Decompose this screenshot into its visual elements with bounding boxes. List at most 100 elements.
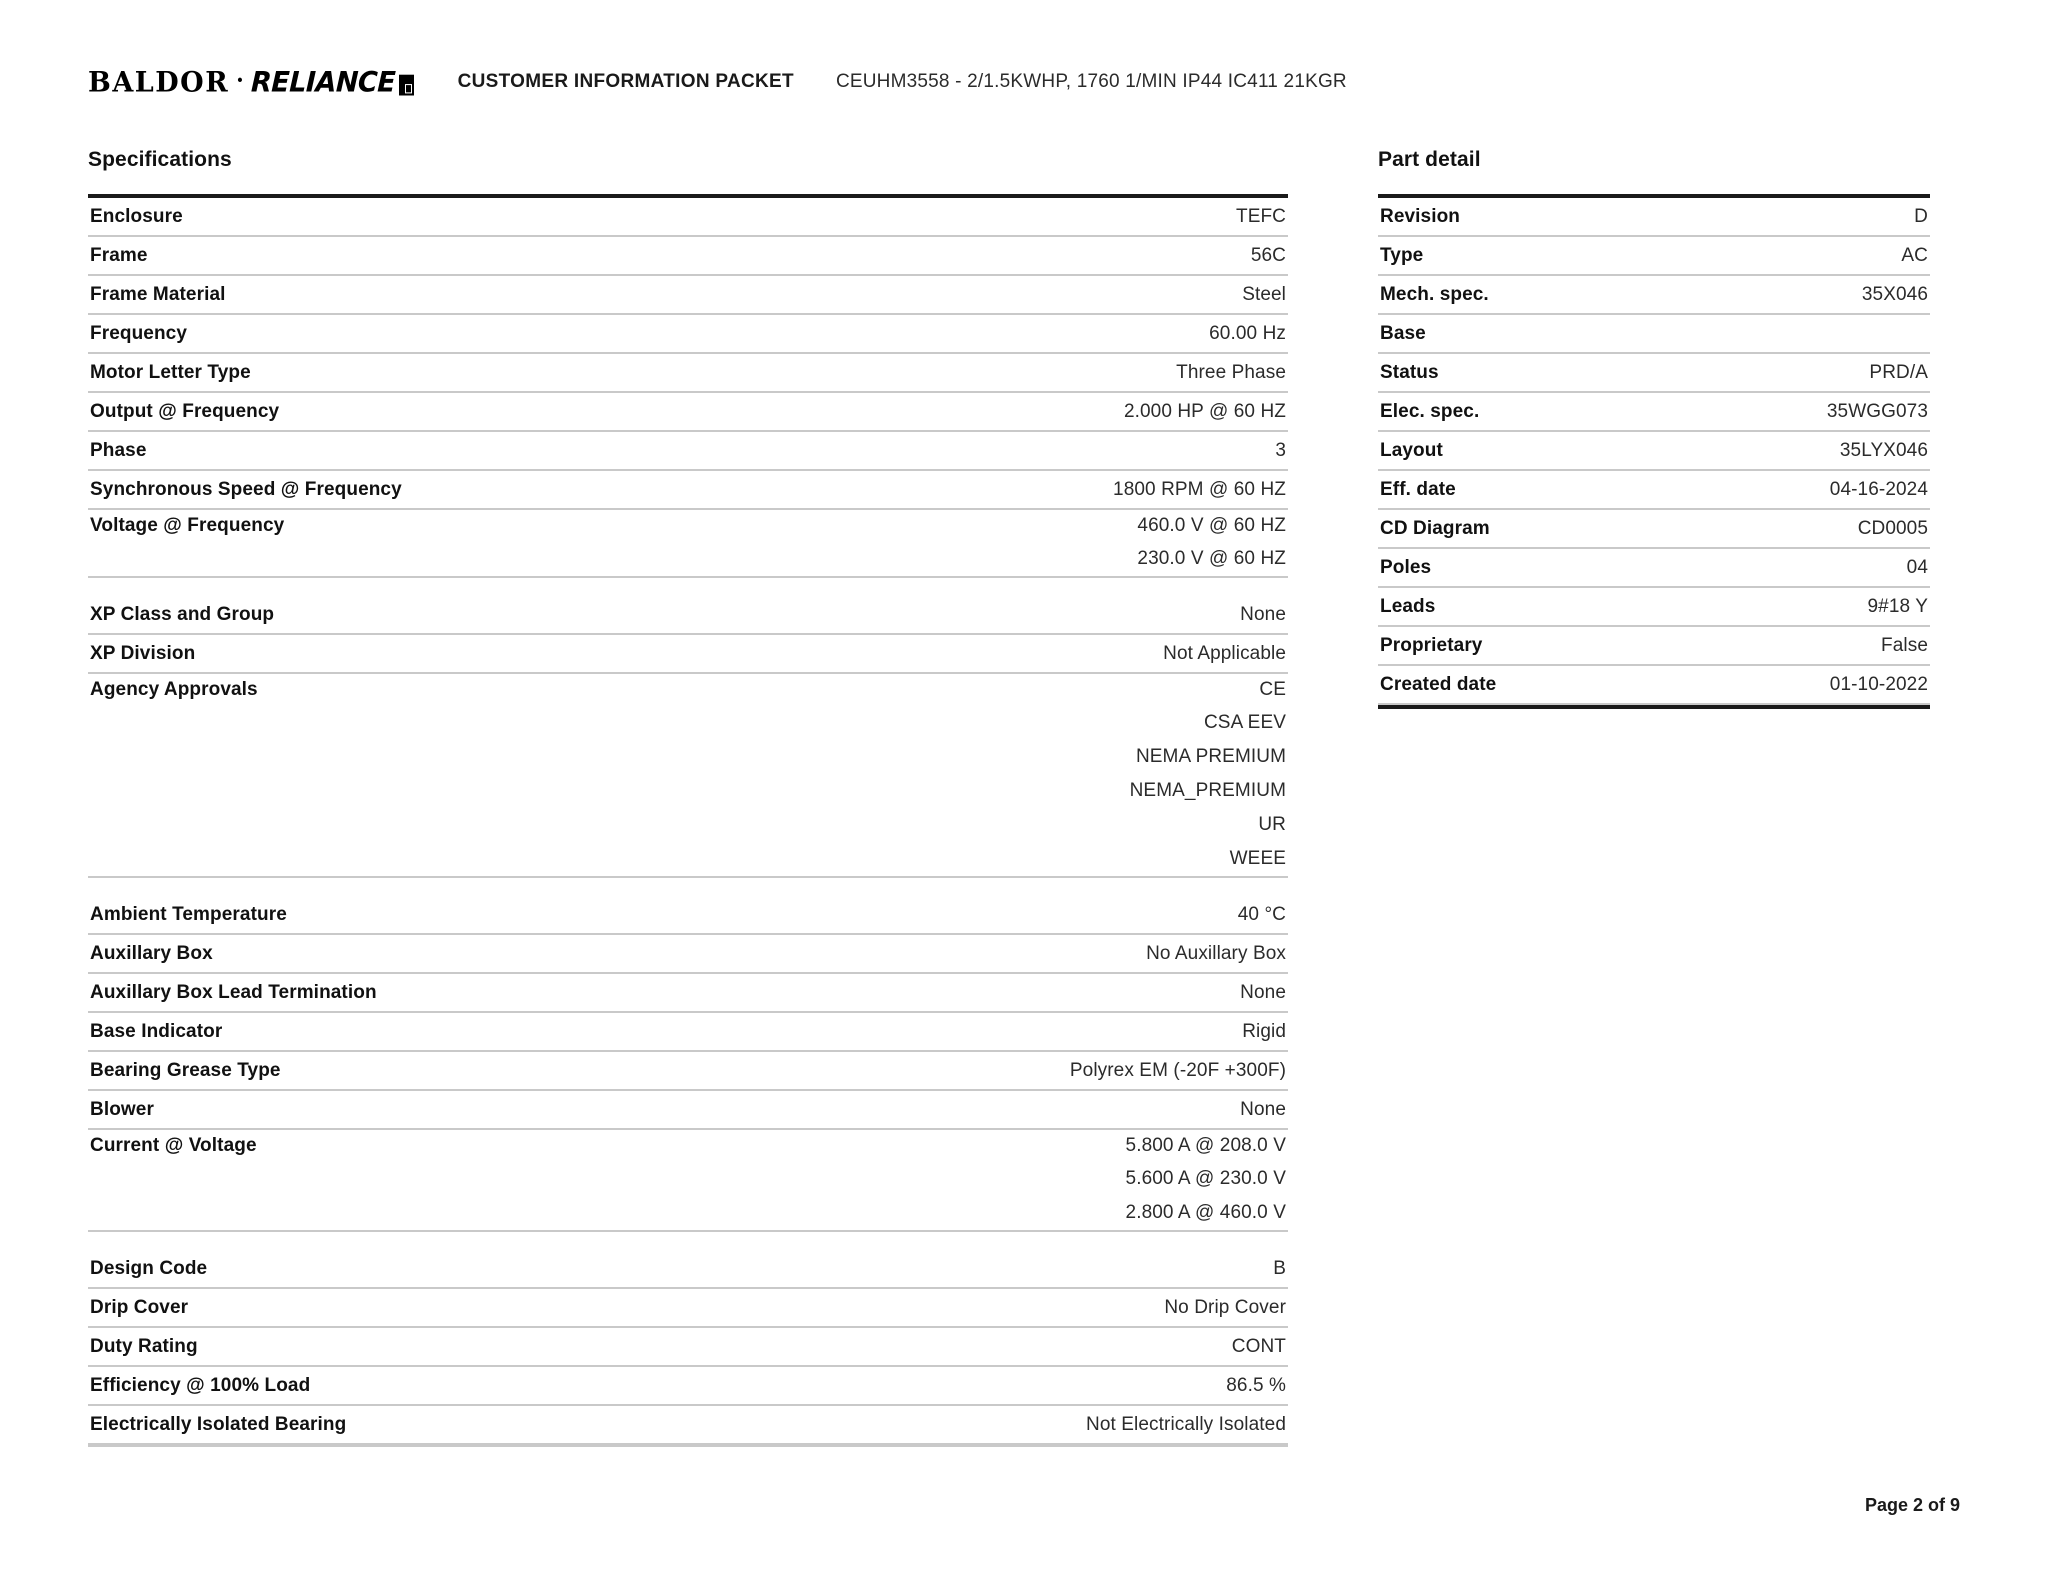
table-row: Voltage @ Frequency 460.0 V @ 60 HZ — [88, 510, 1288, 542]
row-label: Design Code — [90, 1258, 208, 1279]
row-value: 04-16-2024 — [1829, 479, 1928, 500]
page-number: Page 2 of 9 — [1864, 1495, 1960, 1515]
row-value: CONT — [1231, 1336, 1286, 1357]
table-row: Auxillary Box Lead Termination None — [88, 974, 1288, 1013]
row-value: 35X046 — [1861, 284, 1928, 305]
model-string: CEUHM3558 - 2/1.5KWHP, 1760 1/MIN IP44 I… — [835, 71, 1347, 92]
row-label: Leads — [1380, 596, 1436, 617]
table-row: XP Division Not Applicable — [88, 635, 1288, 674]
row-label: Type — [1380, 245, 1424, 266]
table-end-rule — [1378, 705, 1930, 709]
row-value: None — [1240, 982, 1286, 1003]
row-label: Base — [1380, 323, 1426, 344]
logo-baldor-text: BALDOR — [88, 65, 230, 99]
row-value: Rigid — [1242, 1021, 1286, 1042]
row-value: D — [1914, 206, 1928, 227]
row-label: XP Class and Group — [90, 604, 275, 625]
row-value: Not Applicable — [1163, 643, 1286, 664]
table-row: Electrically Isolated Bearing Not Electri… — [88, 1406, 1288, 1445]
row-value: 60.00 Hz — [1209, 323, 1286, 344]
row-label: Bearing Grease Type — [90, 1060, 281, 1081]
logo-separator-dot: · — [236, 66, 245, 94]
row-value: Polyrex EM (-20F +300F) — [1069, 1060, 1286, 1081]
row-label: Frequency — [90, 323, 187, 344]
row-value: 40 °C — [1237, 904, 1286, 925]
row-label: Agency Approvals — [90, 679, 258, 700]
part-detail-table: Revision D Type AC Mech. spec. 35X046 Base Stat… — [1378, 194, 1930, 709]
row-label: Proprietary — [1380, 635, 1483, 656]
table-row: Poles 04 — [1378, 549, 1930, 588]
table-row: CSA EEV — [88, 706, 1288, 740]
row-label: Auxillary Box — [90, 943, 213, 964]
table-row: Leads 9#18 Y — [1378, 588, 1930, 627]
row-label: Electrically Isolated Bearing — [90, 1414, 347, 1435]
table-row: Phase 3 — [88, 432, 1288, 471]
row-label: Frame — [90, 245, 148, 266]
table-row: Motor Letter Type Three Phase — [88, 354, 1288, 393]
row-label: Frame Material — [90, 284, 226, 305]
row-value: 86.5 % — [1226, 1375, 1286, 1396]
row-value: 01-10-2022 — [1829, 674, 1928, 695]
table-row: Created date 01-10-2022 — [1378, 666, 1930, 705]
table-row: Frame Material Steel — [88, 276, 1288, 315]
logo-reliance-text: RELIANCE — [250, 65, 397, 99]
row-value: 35WGG073 — [1826, 401, 1928, 422]
table-row: Frame 56C — [88, 237, 1288, 276]
table-row: Enclosure TEFC — [88, 198, 1288, 237]
row-value: 230.0 V @ 60 HZ — [1137, 548, 1286, 569]
row-label: Enclosure — [90, 206, 183, 227]
row-value: CD0005 — [1857, 518, 1928, 539]
table-row: NEMA_PREMIUM — [88, 774, 1288, 808]
row-value: B — [1273, 1258, 1286, 1279]
row-value: TEFC — [1235, 206, 1286, 227]
row-label: Voltage @ Frequency — [90, 515, 285, 536]
table-row: Duty Rating CONT — [88, 1328, 1288, 1367]
row-group-gap — [88, 1232, 1288, 1250]
row-label: Status — [1380, 362, 1439, 383]
table-row: 2.800 A @ 460.0 V — [88, 1196, 1288, 1232]
row-value: CSA EEV — [1203, 712, 1286, 733]
row-label: Created date — [1380, 674, 1497, 695]
row-value: 1800 RPM @ 60 HZ — [1113, 479, 1286, 500]
row-label: CD Diagram — [1380, 518, 1490, 539]
row-value: 56C — [1250, 245, 1286, 266]
row-label: Efficiency @ 100% Load — [90, 1375, 311, 1396]
row-value: AC — [1901, 245, 1928, 266]
row-label: Duty Rating — [90, 1336, 198, 1357]
row-label: Auxillary Box Lead Termination — [90, 982, 377, 1003]
row-label: Layout — [1380, 440, 1443, 461]
row-value: 35LYX046 — [1839, 440, 1928, 461]
row-value: None — [1240, 1099, 1286, 1120]
table-row: Proprietary False — [1378, 627, 1930, 666]
row-value: 2.000 HP @ 60 HZ — [1123, 401, 1286, 422]
row-value: 5.600 A @ 230.0 V — [1125, 1168, 1286, 1189]
table-row: Status PRD/A — [1378, 354, 1930, 393]
table-row: Synchronous Speed @ Frequency 1800 RPM @ … — [88, 471, 1288, 510]
row-value: NEMA PREMIUM — [1135, 746, 1286, 767]
row-value: PRD/A — [1869, 362, 1928, 383]
part-detail-column: Part detail Revision D Type AC Mech. spec. 35… — [1378, 148, 1930, 709]
row-value: 5.800 A @ 208.0 V — [1125, 1135, 1286, 1156]
row-label: Synchronous Speed @ Frequency — [90, 479, 402, 500]
specifications-column: Specifications Enclosure TEFC Frame 56C Fram… — [88, 148, 1288, 1447]
row-value: Steel — [1242, 284, 1286, 305]
table-row: Drip Cover No Drip Cover — [88, 1289, 1288, 1328]
table-row: Bearing Grease Type Polyrex EM (-20F +300… — [88, 1052, 1288, 1091]
row-value: No Drip Cover — [1164, 1297, 1286, 1318]
table-row: Output @ Frequency 2.000 HP @ 60 HZ — [88, 393, 1288, 432]
row-label: Blower — [90, 1099, 154, 1120]
part-detail-heading: Part detail — [1378, 148, 1481, 171]
registered-mark-icon — [398, 73, 414, 95]
row-value: 3 — [1275, 440, 1286, 461]
specifications-table: Enclosure TEFC Frame 56C Frame Material Steel… — [88, 194, 1288, 1447]
row-label: Ambient Temperature — [90, 904, 287, 925]
table-end-rule — [88, 1445, 1288, 1447]
table-row: Ambient Temperature 40 °C — [88, 896, 1288, 935]
row-value: 460.0 V @ 60 HZ — [1137, 515, 1286, 536]
row-label: Base Indicator — [90, 1021, 223, 1042]
row-label: Mech. spec. — [1380, 284, 1489, 305]
baldor-reliance-logo: BALDOR · RELIANCE — [88, 66, 414, 98]
row-label: Motor Letter Type — [90, 362, 251, 383]
table-row: CD Diagram CD0005 — [1378, 510, 1930, 549]
